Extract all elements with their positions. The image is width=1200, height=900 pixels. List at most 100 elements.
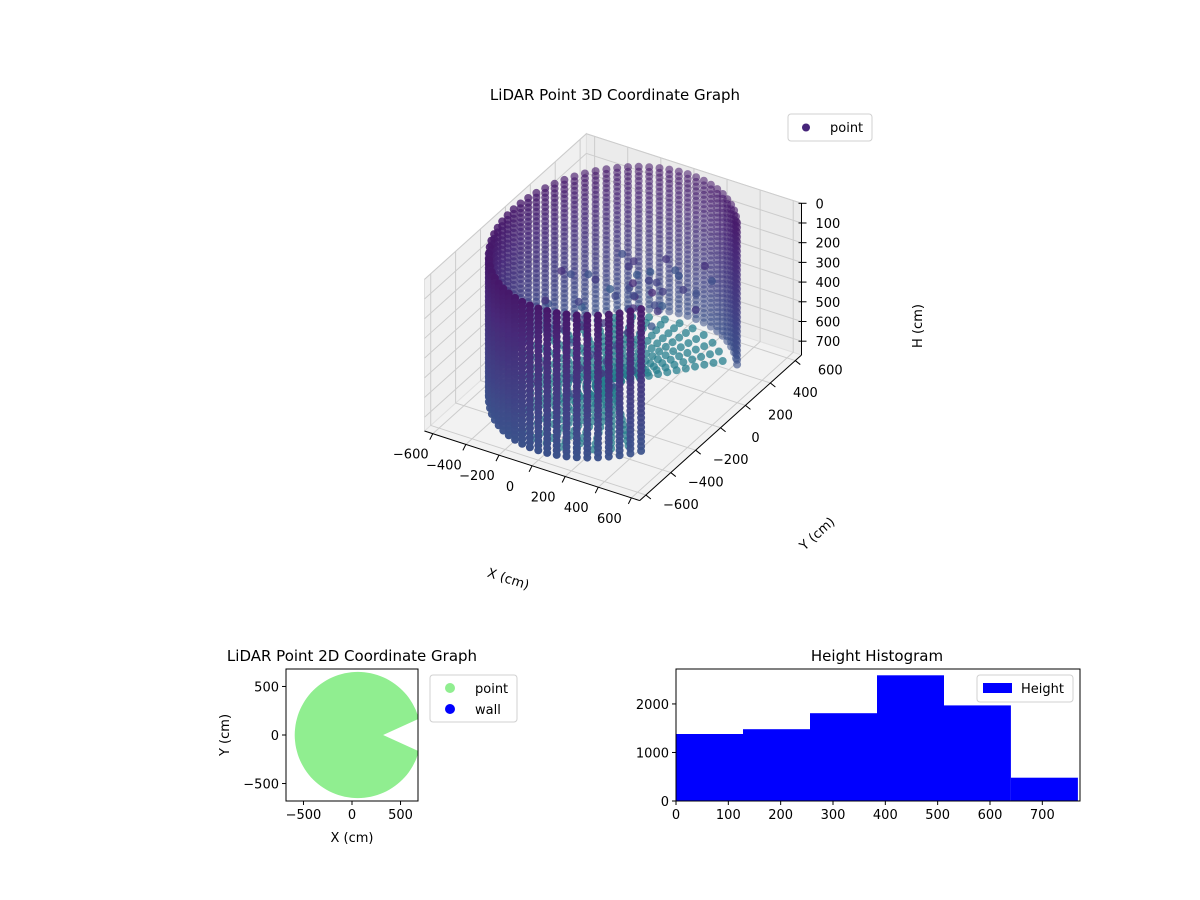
chart-3d-point bbox=[676, 343, 685, 352]
chart-3d-point bbox=[611, 292, 620, 300]
chart-3d-y-tick bbox=[670, 472, 677, 477]
histogram-x-tick-label: 400 bbox=[873, 808, 898, 823]
chart-3d-point bbox=[655, 347, 664, 356]
chart-3d-point bbox=[674, 309, 683, 318]
chart-3d-x-tick-label: −400 bbox=[426, 458, 462, 473]
chart-2d-ticks: −500 0 500 −500 0 500 bbox=[243, 680, 413, 823]
chart-3d-point bbox=[684, 339, 693, 348]
chart-3d-point bbox=[679, 358, 688, 367]
chart-3d-point bbox=[670, 324, 678, 333]
chart-3d-point bbox=[701, 262, 709, 270]
chart-3d-y-tick bbox=[770, 382, 776, 388]
chart-3d-point bbox=[691, 345, 700, 354]
histogram-bar bbox=[943, 705, 1011, 801]
chart-3d-x-tick-label: 400 bbox=[564, 501, 589, 516]
chart-3d-point bbox=[718, 357, 727, 365]
chart-3d-point bbox=[644, 276, 653, 285]
histogram-legend-label: Height bbox=[1021, 682, 1064, 697]
chart-3d-x-tick bbox=[627, 497, 632, 505]
chart-3d-point bbox=[615, 451, 624, 460]
chart-3d-point bbox=[665, 307, 674, 316]
scatter-2d-chart: LiDAR Point 2D Coordinate Graph −500 0 500… bbox=[218, 647, 518, 846]
chart-3d-point bbox=[594, 453, 602, 462]
chart-3d-x-tick bbox=[495, 454, 500, 462]
chart-3d-point bbox=[574, 297, 583, 306]
chart-3d-point bbox=[652, 278, 661, 287]
chart-2d-title: LiDAR Point 2D Coordinate Graph bbox=[227, 647, 477, 665]
chart-3d-point bbox=[643, 336, 652, 345]
chart-2d-y-tick-label: −500 bbox=[243, 778, 279, 793]
chart-3d-point bbox=[699, 331, 708, 339]
chart-3d-point bbox=[714, 347, 723, 356]
chart-3d-point bbox=[683, 348, 692, 357]
histogram-y-tick-label: 2000 bbox=[636, 698, 669, 713]
chart-3d-point bbox=[692, 335, 701, 344]
chart-3d-point bbox=[618, 249, 627, 258]
chart-2d-y-axis-label: Y (cm) bbox=[218, 714, 233, 757]
chart-3d-point bbox=[668, 338, 677, 347]
chart-3d-point bbox=[688, 355, 697, 364]
chart-3d-point bbox=[683, 311, 692, 320]
histogram-legend-swatch bbox=[983, 683, 1012, 693]
chart-3d-z-tick-label: 0 bbox=[816, 197, 824, 212]
chart-3d-gridline-x bbox=[631, 200, 794, 499]
chart-3d-point bbox=[671, 266, 680, 275]
chart-3d-z-tick-label: 600 bbox=[816, 315, 841, 330]
chart-3d-point bbox=[700, 342, 709, 351]
chart-3d-point bbox=[692, 289, 701, 298]
chart-3d-x-tick bbox=[528, 465, 533, 473]
chart-3d-x-tick-label: 0 bbox=[506, 480, 514, 495]
chart-3d-point bbox=[661, 342, 670, 351]
histogram-x-tick-label: 600 bbox=[978, 808, 1003, 823]
chart-3d-point bbox=[543, 448, 552, 457]
chart-3d-point bbox=[646, 267, 655, 276]
chart-3d-point bbox=[688, 324, 697, 333]
chart-3d-gridline-y bbox=[430, 273, 647, 496]
chart-3d-point bbox=[518, 439, 527, 448]
chart-3d-x-tick bbox=[561, 476, 566, 483]
chart-3d-z-tick-label: 500 bbox=[816, 296, 841, 311]
chart-3d-point bbox=[691, 306, 700, 314]
chart-3d-point bbox=[663, 368, 672, 377]
chart-3d-point bbox=[591, 275, 600, 284]
chart-3d-point bbox=[525, 443, 534, 452]
chart-3d-gridline-x bbox=[597, 189, 761, 488]
chart-3d-point bbox=[674, 272, 683, 281]
chart-3d-point bbox=[629, 291, 638, 300]
chart-3d-y-tick-label: 0 bbox=[751, 431, 759, 446]
chart-3d-gridline-h bbox=[424, 133, 802, 280]
chart-2d-x-tick-label: 0 bbox=[348, 808, 356, 823]
chart-3d-point bbox=[583, 453, 592, 462]
histogram-bars bbox=[676, 675, 1078, 801]
chart-3d-x-tick-label: 600 bbox=[597, 512, 622, 527]
chart-3d-point bbox=[541, 296, 550, 305]
chart-3d-legend-box bbox=[787, 113, 873, 142]
chart-3d-point bbox=[626, 449, 635, 458]
chart-3d-point bbox=[708, 338, 717, 347]
chart-3d-legend-marker bbox=[802, 123, 810, 132]
chart-3d-x-tick bbox=[462, 444, 467, 451]
chart-3d-point bbox=[692, 315, 701, 323]
chart-3d-z-axis-label: H (cm) bbox=[911, 304, 926, 348]
chart-2d-y-tick-label: 500 bbox=[254, 680, 279, 695]
histogram-y-tick-label: 1000 bbox=[636, 746, 669, 761]
chart-3d-point bbox=[552, 450, 561, 459]
chart-3d-y-tick-label: −400 bbox=[688, 476, 724, 491]
chart-3d-point bbox=[653, 339, 662, 348]
histogram-ticks: 0 100 200 300 400 500 600 700 0 1000 2000 bbox=[636, 698, 1055, 823]
chart-3d-point bbox=[669, 347, 678, 356]
chart-2d-legend-marker-wall bbox=[445, 704, 455, 714]
chart-3d-y-tick bbox=[645, 494, 652, 500]
chart-3d-point bbox=[699, 318, 708, 327]
chart-3d-point bbox=[534, 446, 543, 455]
chart-3d-point bbox=[604, 452, 613, 461]
chart-3d-point bbox=[653, 307, 662, 316]
chart-3d-point bbox=[658, 287, 667, 296]
chart-3d-point bbox=[650, 301, 659, 310]
chart-3d-z-tick-label: 400 bbox=[816, 276, 841, 291]
height-histogram: Height Histogram 0 100 200 300 400 500 600 7000… bbox=[636, 647, 1081, 823]
chart-3d-z-tick-label: 300 bbox=[816, 256, 841, 271]
chart-3d-x-tick bbox=[429, 433, 434, 440]
chart-3d-legend-label: point bbox=[830, 121, 863, 136]
chart-3d-title: LiDAR Point 3D Coordinate Graph bbox=[490, 86, 740, 104]
